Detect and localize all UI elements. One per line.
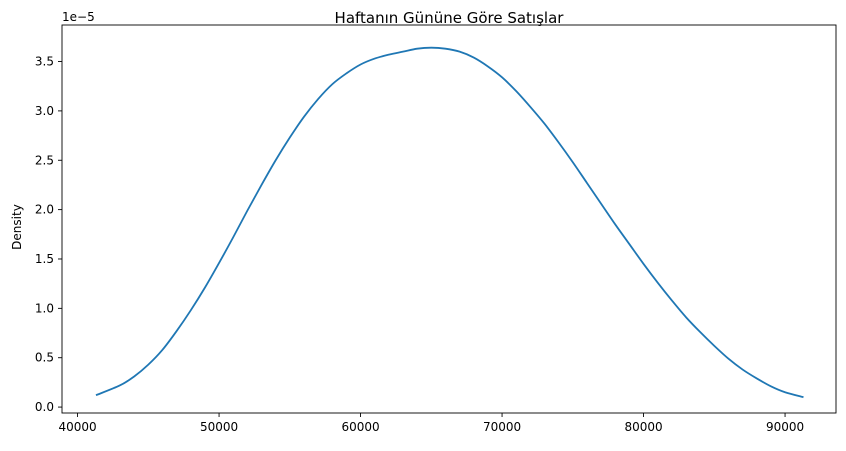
plot-area xyxy=(62,25,836,413)
y-tick-label: 3.5 xyxy=(35,55,54,69)
y-tick-label: 0.0 xyxy=(35,400,54,414)
x-tick-label: 70000 xyxy=(483,420,521,434)
x-tick-label: 90000 xyxy=(766,420,804,434)
y-axis: 0.0 0.5 1.0 1.5 2.0 2.5 3.0 3.5 xyxy=(35,55,62,414)
x-tick-label: 40000 xyxy=(58,420,96,434)
y-tick-label: 1.5 xyxy=(35,252,54,266)
y-tick-label: 2.5 xyxy=(35,153,54,167)
y-axis-label: Density xyxy=(10,204,24,250)
y-tick-label: 0.5 xyxy=(35,351,54,365)
y-tick-label: 2.0 xyxy=(35,203,54,217)
x-axis: 40000 50000 60000 70000 80000 90000 xyxy=(58,413,804,434)
y-tick-label: 1.0 xyxy=(35,301,54,315)
density-line xyxy=(95,46,804,399)
y-tick-label: 3.0 xyxy=(35,104,54,118)
chart-title: Haftanın Gününe Göre Satışlar xyxy=(335,9,565,27)
y-offset-label: 1e−5 xyxy=(62,10,95,24)
x-tick-label: 60000 xyxy=(341,420,379,434)
x-tick-label: 50000 xyxy=(200,420,238,434)
plot-frame xyxy=(61,24,837,414)
x-tick-label: 80000 xyxy=(624,420,662,434)
